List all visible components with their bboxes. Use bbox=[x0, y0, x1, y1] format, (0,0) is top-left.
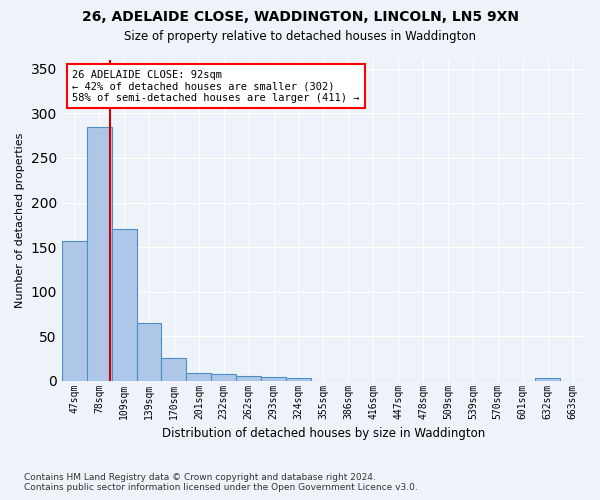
Bar bbox=[535, 378, 560, 380]
Text: Size of property relative to detached houses in Waddington: Size of property relative to detached ho… bbox=[124, 30, 476, 43]
Bar bbox=[137, 322, 161, 380]
Text: Contains HM Land Registry data © Crown copyright and database right 2024.
Contai: Contains HM Land Registry data © Crown c… bbox=[24, 473, 418, 492]
Bar bbox=[87, 127, 112, 380]
Text: 26, ADELAIDE CLOSE, WADDINGTON, LINCOLN, LN5 9XN: 26, ADELAIDE CLOSE, WADDINGTON, LINCOLN,… bbox=[82, 10, 518, 24]
Bar bbox=[211, 374, 236, 380]
Bar bbox=[62, 241, 87, 380]
Text: 26 ADELAIDE CLOSE: 92sqm
← 42% of detached houses are smaller (302)
58% of semi-: 26 ADELAIDE CLOSE: 92sqm ← 42% of detach… bbox=[72, 70, 360, 103]
X-axis label: Distribution of detached houses by size in Waddington: Distribution of detached houses by size … bbox=[162, 427, 485, 440]
Bar bbox=[161, 358, 187, 380]
Bar bbox=[112, 229, 137, 380]
Y-axis label: Number of detached properties: Number of detached properties bbox=[15, 132, 25, 308]
Bar bbox=[286, 378, 311, 380]
Bar bbox=[187, 372, 211, 380]
Bar bbox=[261, 377, 286, 380]
Bar bbox=[236, 376, 261, 380]
